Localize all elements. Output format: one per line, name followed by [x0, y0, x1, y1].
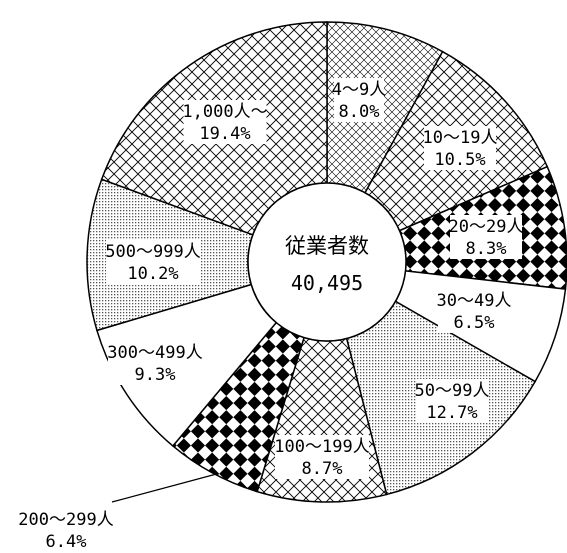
label-background — [416, 379, 488, 423]
slice-percent-label: 8.0% — [339, 102, 380, 122]
slice-percent-label: 12.7% — [426, 403, 477, 423]
label-background — [108, 341, 202, 385]
slice-category-label: 100～199人 — [274, 437, 369, 457]
label-background — [424, 126, 496, 170]
label-background — [275, 435, 369, 479]
slice-category-label: 50～99人 — [415, 381, 490, 401]
slice-category-label: 200～299人 — [18, 510, 113, 530]
slice-percent-label: 9.3% — [135, 365, 176, 385]
slice-percent-label: 8.3% — [466, 239, 507, 259]
label-background — [334, 78, 384, 122]
slice-percent-label: 19.4% — [199, 124, 250, 144]
slice-percent-label: 10.2% — [127, 264, 178, 284]
label-background — [450, 215, 522, 259]
slice-category-label: 300～499人 — [107, 343, 202, 363]
slice-percent-label: 10.5% — [434, 150, 485, 170]
slice-percent-label: 6.5% — [454, 313, 495, 333]
slice-category-label: 500～999人 — [105, 242, 200, 262]
slice-percent-label: 6.4% — [46, 532, 87, 552]
slice-category-label: 10～19人 — [423, 128, 498, 148]
slice-category-label: 4～9人 — [332, 80, 386, 100]
slice-percent-label: 8.7% — [302, 459, 343, 479]
label-background — [106, 240, 200, 284]
leader-line — [111, 473, 217, 503]
center-title: 従業者数 — [285, 234, 369, 258]
slice-category-label: 20～29人 — [449, 217, 524, 237]
label-background — [438, 289, 510, 333]
slice-category-label: 30～49人 — [437, 291, 512, 311]
center-value: 40,495 — [291, 271, 363, 295]
label-background — [183, 100, 267, 144]
donut-hole — [247, 182, 407, 342]
slice-category-label: 1,000人～ — [182, 102, 267, 122]
